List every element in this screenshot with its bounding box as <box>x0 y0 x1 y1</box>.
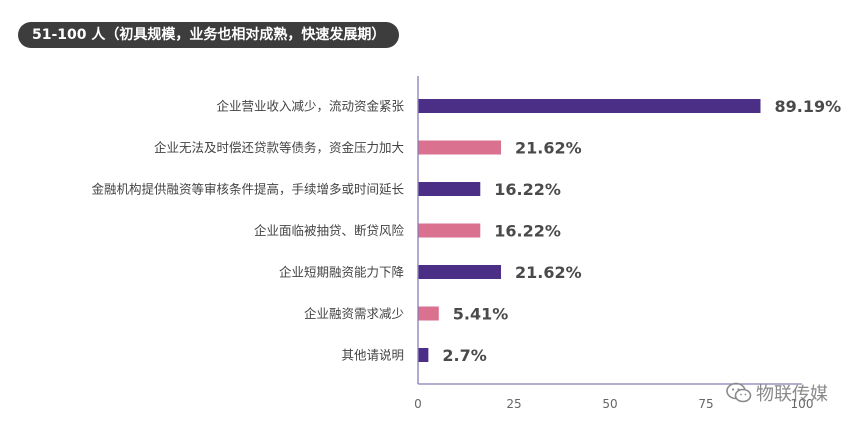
x-tick-label: 25 <box>506 397 521 411</box>
category-label: 企业营业收入减少，流动资金紧张 <box>216 99 404 114</box>
bar <box>418 265 502 279</box>
watermark-text: 物联传媒 <box>756 384 828 405</box>
x-tick-label: 75 <box>698 397 713 411</box>
chart-title: 51-100 人（初具规模，业务也相对成熟，快速发展期） <box>18 22 400 48</box>
value-label: 21.62% <box>515 263 582 282</box>
value-label: 2.7% <box>442 346 486 365</box>
category-label: 企业融资需求减少 <box>304 306 404 321</box>
bar <box>418 182 481 196</box>
x-tick-label: 0 <box>414 397 422 411</box>
category-label: 金融机构提供融资等审核条件提高，手续增多或时间延长 <box>91 182 404 197</box>
category-label: 企业短期融资能力下降 <box>279 265 405 280</box>
bar <box>418 348 429 362</box>
category-label: 其他请说明 <box>341 348 404 363</box>
watermark: 物联传媒 <box>726 380 828 406</box>
bar <box>418 306 439 321</box>
x-tick-label: 100 <box>791 397 814 411</box>
value-label: 89.19% <box>774 97 841 116</box>
x-tick-label: 50 <box>602 397 617 411</box>
wechat-icon <box>726 382 752 403</box>
value-label: 16.22% <box>494 222 561 241</box>
category-label: 企业无法及时偿还贷款等债务，资金压力加大 <box>154 140 404 155</box>
value-label: 21.62% <box>515 139 582 158</box>
value-label: 5.41% <box>453 305 509 324</box>
bar <box>418 99 761 113</box>
value-label: 16.22% <box>494 180 561 199</box>
bar <box>418 223 481 238</box>
category-label: 企业面临被抽贷、断贷风险 <box>254 223 405 238</box>
bar <box>418 140 502 155</box>
